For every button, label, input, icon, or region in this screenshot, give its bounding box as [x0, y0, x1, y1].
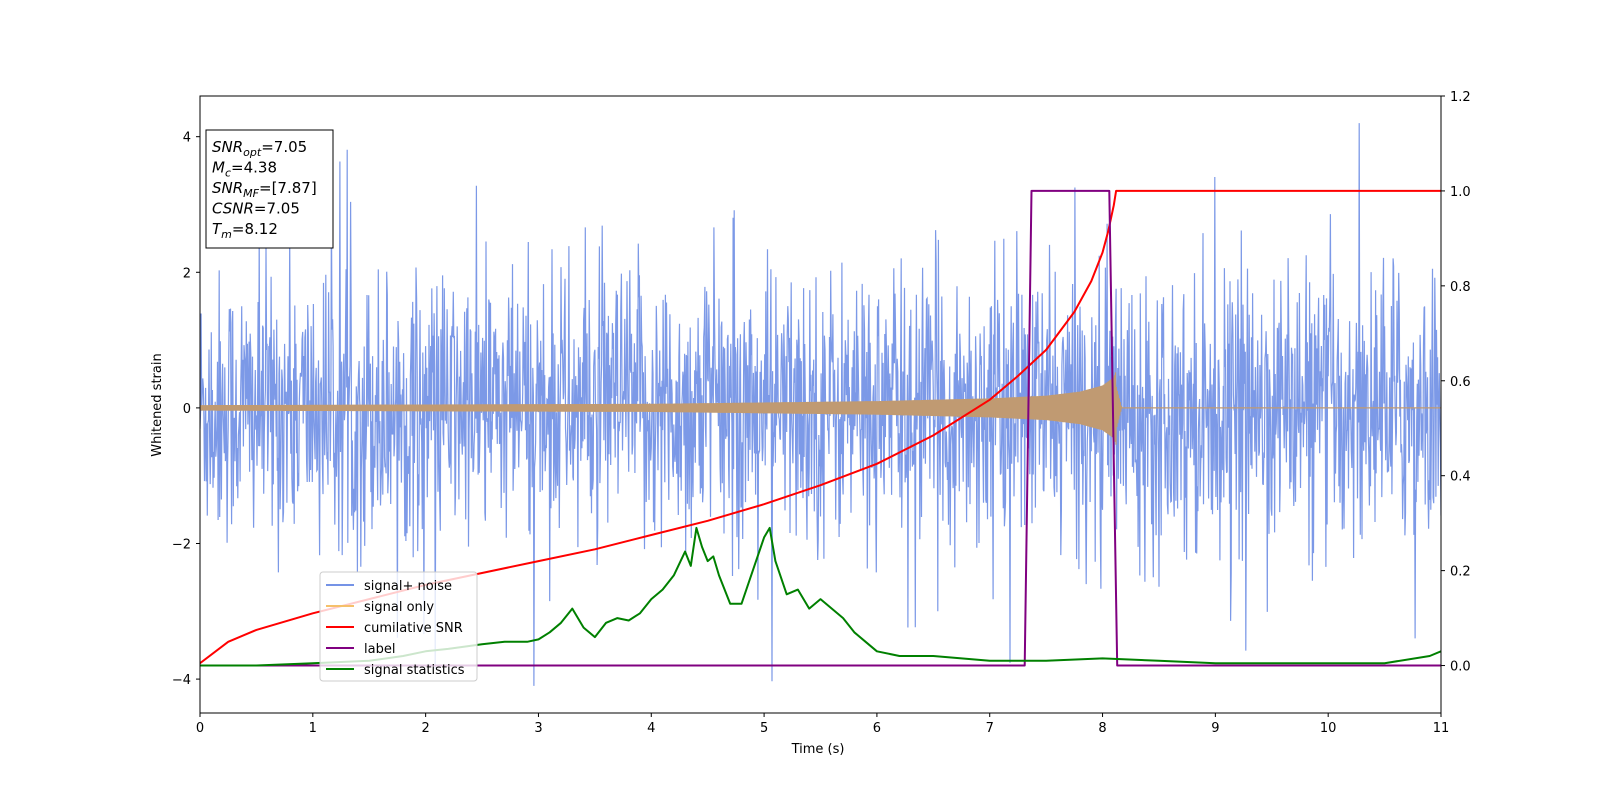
stats-annotation-line: Mc=4.38 [212, 159, 277, 180]
stats-annotation-line: SNRopt=7.05 [212, 138, 307, 159]
y2-tick-label: 1.2 [1450, 90, 1471, 105]
x-tick-label: 4 [647, 721, 655, 736]
series-signal-noise-line [200, 123, 1441, 686]
stats-annotation-subscript: c [225, 167, 231, 180]
stats-annotation-value: =4.38 [231, 159, 277, 177]
legend-label: signal only [364, 600, 434, 615]
stats-annotation-symbol: SNR [212, 179, 243, 197]
axes: 0 1 2 3 4 5 6 7 8 9 10 11 −4 −2 0 2 4 0.0 0.2 0.4 0.6 0.8 1.0 1… [172, 90, 1471, 736]
y2-tick-label: 0.4 [1450, 470, 1471, 485]
x-tick-label: 7 [986, 721, 994, 736]
stats-annotation-line: SNRMF=[7.87] [212, 179, 317, 200]
legend-label: signal+ noise [364, 579, 452, 594]
stats-annotation-subscript: m [221, 228, 232, 241]
legend-entries: signal+ noise signal only cumilative SNR la… [326, 579, 465, 678]
series-label-line [200, 189, 1441, 667]
y-axis-label: Whitened strain [150, 353, 165, 456]
stats-annotation-value: =7.05 [254, 200, 300, 218]
y-tick-label: −2 [172, 537, 191, 552]
x-tick-label: 3 [534, 721, 542, 736]
x-tick-label: 1 [309, 721, 317, 736]
plot-frame [199, 95, 1442, 714]
y2-tick-label: 0.6 [1450, 375, 1471, 390]
x-tick-label: 6 [873, 721, 881, 736]
stats-annotation-value: =7.05 [261, 138, 307, 156]
y2-tick-label: 0.2 [1450, 565, 1471, 580]
stats-annotation-subscript: MF [243, 187, 259, 200]
x-tick-label: 11 [1433, 721, 1450, 736]
y-tick-label: −4 [172, 673, 191, 688]
y-tick-label: 4 [183, 131, 191, 146]
legend-label: label [364, 642, 395, 657]
x-tick-label: 0 [196, 721, 204, 736]
stats-annotation-line: Tm=8.12 [212, 220, 278, 241]
stats-annotation-symbol: CSNR [212, 200, 254, 218]
legend: signal+ noise signal only cumilative SNR la… [319, 571, 478, 682]
stats-annotation-subscript: opt [243, 146, 262, 159]
x-tick-label: 10 [1320, 721, 1337, 736]
stats-annotation-value: =8.12 [232, 220, 278, 238]
series-signal-only-line [200, 372, 1441, 445]
y2-tick-label: 1.0 [1450, 185, 1471, 200]
x-tick-label: 8 [1098, 721, 1106, 736]
x-tick-label: 2 [421, 721, 429, 736]
y-tick-label: 0 [183, 402, 191, 417]
legend-frame [319, 571, 478, 682]
stats-annotation-symbol: M [212, 159, 225, 177]
stats-annotation-symbol: SNR [212, 138, 243, 156]
legend-label: signal statistics [364, 663, 465, 678]
series-signal-statistics-line [200, 526, 1441, 667]
stats-annotation-frame [205, 129, 334, 249]
stats-annotation-value: =[7.87] [259, 179, 317, 197]
y2-tick-label: 0.0 [1450, 660, 1471, 675]
stats-annotation-lines: SNRopt=7.05Mc=4.38SNRMF=[7.87]CSNR=7.05T… [212, 138, 317, 241]
stats-annotation-symbol: T [212, 220, 223, 238]
stats-annotation-line: CSNR=7.05 [212, 200, 300, 218]
y2-tick-label: 0.8 [1450, 280, 1471, 295]
stats-annotation-box: SNRopt=7.05Mc=4.38SNRMF=[7.87]CSNR=7.05T… [205, 129, 334, 249]
x-axis-label: Time (s) [791, 742, 845, 757]
x-tick-label: 5 [760, 721, 768, 736]
x-tick-label: 9 [1211, 721, 1219, 736]
legend-label: cumilative SNR [364, 621, 463, 636]
y-tick-label: 2 [183, 266, 191, 281]
